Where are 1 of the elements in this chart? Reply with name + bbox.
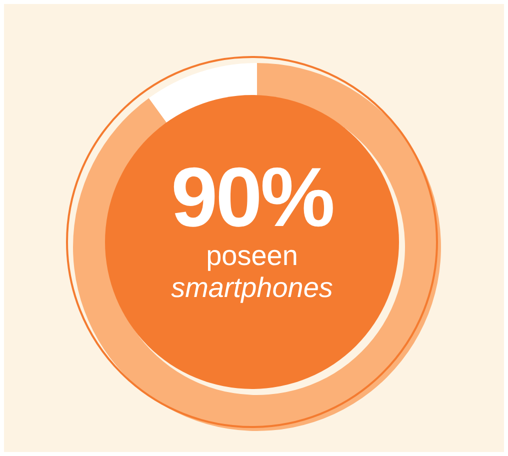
text: smartphones — [170, 272, 334, 304]
